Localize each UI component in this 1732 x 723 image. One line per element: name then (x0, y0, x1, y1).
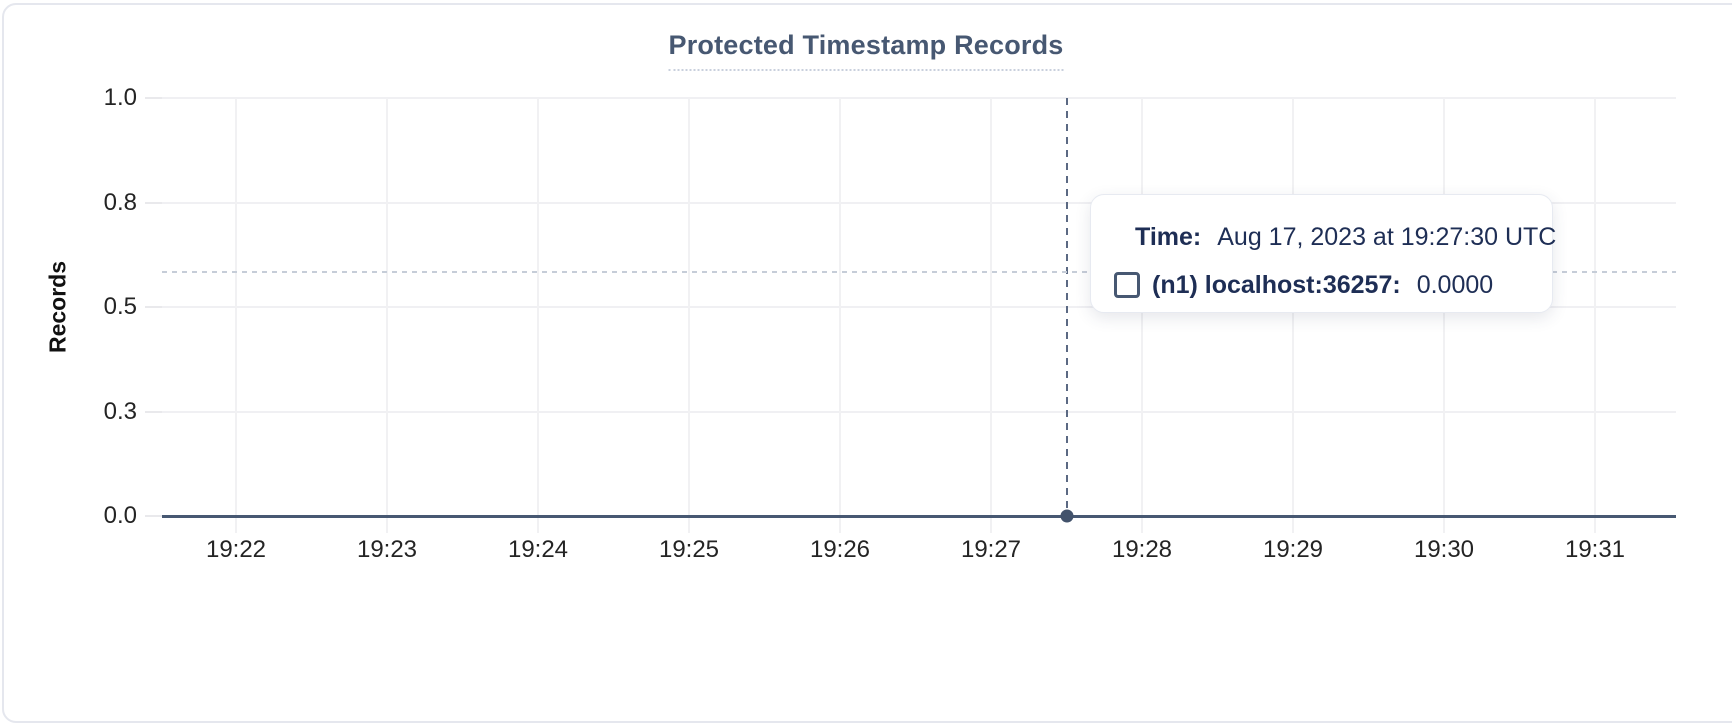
y-tick-label: 0.3 (103, 397, 137, 425)
x-tick-label: 19:23 (356, 536, 418, 563)
x-tick-label: 19:26 (809, 536, 871, 563)
x-gridline (235, 98, 237, 533)
x-tick-label: 19:24 (507, 536, 569, 563)
x-gridline (1292, 98, 1294, 533)
hover-tooltip: Time: Aug 17, 2023 at 19:27:30 UTC (n1) … (1090, 194, 1556, 313)
x-gridline (688, 98, 690, 533)
x-tick-label: 19:22 (205, 536, 267, 563)
x-tick-label: 19:25 (658, 536, 720, 563)
protected-timestamp-records-chart: Protected Timestamp Records Records Time… (45, 30, 1676, 563)
chart-header: Protected Timestamp Records (668, 30, 1064, 71)
y-axis-tickmark (145, 306, 162, 308)
x-tick-label: 19:30 (1413, 536, 1475, 563)
x-gridline (1594, 98, 1596, 533)
hover-point-dot (1060, 509, 1073, 523)
x-tick-label: 19:29 (1262, 536, 1324, 563)
tooltip-time-value: Aug 17, 2023 at 19:27:30 UTC (1217, 223, 1557, 251)
y-gridline (162, 97, 1676, 99)
chart-title[interactable]: Protected Timestamp Records (668, 30, 1064, 71)
series-swatch-icon (1114, 272, 1140, 298)
x-tick-label: 19:27 (960, 536, 1022, 563)
y-tick-label: 1.0 (103, 84, 137, 111)
y-axis-tickmark (145, 515, 162, 517)
y-axis-tickmark (145, 201, 162, 204)
x-gridline (537, 98, 539, 533)
hover-crosshair-vline (1065, 98, 1068, 516)
x-tick-label: 19:28 (1111, 536, 1173, 563)
x-gridline (1141, 98, 1143, 533)
hover-cursor-hline (162, 270, 1676, 273)
tooltip-time-row: Time: Aug 17, 2023 at 19:27:30 UTC (1135, 223, 1556, 251)
tooltip-series-label: (n1) localhost:36257: (1152, 270, 1401, 299)
x-gridline (839, 98, 841, 533)
y-gridline (162, 201, 1676, 204)
y-axis-tickmark (145, 410, 162, 413)
x-gridline (1443, 98, 1445, 533)
x-gridline (990, 98, 992, 533)
tooltip-series-value: 0.0000 (1416, 270, 1494, 299)
y-tick-label: 0.5 (103, 293, 137, 320)
y-tick-label: 0.0 (103, 502, 137, 529)
tooltip-series-row: (n1) localhost:36257: 0.0000 (1114, 272, 1524, 298)
x-tick-label: 19:31 (1564, 536, 1626, 563)
y-tick-label: 0.8 (103, 188, 137, 216)
y-gridline (162, 410, 1676, 413)
y-gridline (162, 306, 1676, 308)
tooltip-time-label: Time: (1135, 223, 1202, 251)
x-gridline (386, 98, 388, 533)
y-axis-tickmark (145, 97, 162, 99)
series-line (162, 514, 1676, 518)
